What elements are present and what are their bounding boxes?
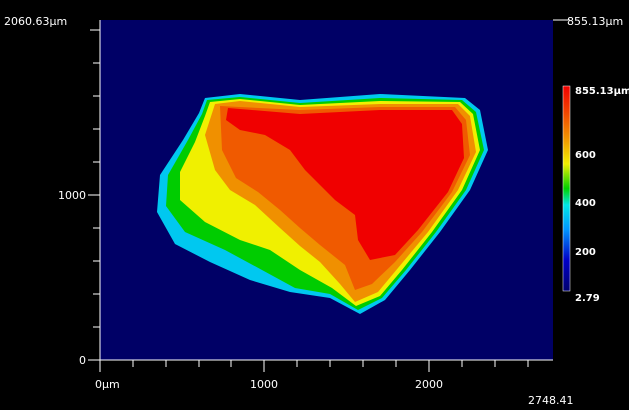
x-axis-end-label: 2748.41 [528, 394, 574, 407]
colorbar-label: 2.79 [575, 293, 600, 304]
colorbar-label: 855.13µm [575, 86, 629, 97]
corner-label: 855.13µm [567, 15, 623, 28]
x-tick-label: 2000 [415, 378, 443, 391]
colorbar: 855.13µm 600 400 200 2.79 [563, 86, 629, 304]
height-map-view: 2060.63µm 1000 0 0µm 1000 2000 2748.41 8… [0, 0, 629, 410]
colorbar-label: 400 [575, 198, 596, 209]
x-tick-label: 1000 [250, 378, 278, 391]
y-tick-label: 0 [79, 354, 86, 367]
y-axis-top-label: 2060.63µm [4, 15, 67, 28]
y-tick-label: 1000 [58, 189, 86, 202]
colorbar-label: 200 [575, 247, 596, 258]
colorbar-label: 600 [575, 150, 596, 161]
x-tick-label: 0µm [95, 378, 120, 391]
colorbar-scale [563, 86, 570, 291]
x-axis: 0µm 1000 2000 2748.41 [95, 360, 574, 407]
y-axis: 2060.63µm 1000 0 [4, 15, 100, 367]
